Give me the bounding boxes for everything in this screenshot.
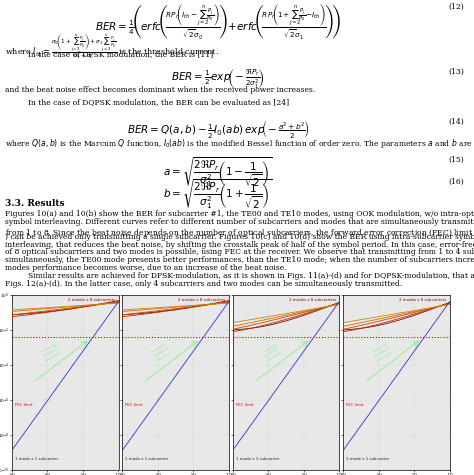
Text: where $Q(a,b)$ is the Marcum $Q$ function, $I_0(ab)$ is the modified Bessel func: where $Q(a,b)$ is the Marcum $Q$ functio… [5,137,474,150]
Text: 1 mode x 1 subcarrier: 1 mode x 1 subcarrier [236,457,279,462]
Text: 2 modes x 8 subcarriers: 2 modes x 8 subcarriers [289,298,336,302]
Text: In the case of DPSK modulation, the BER is [11]: In the case of DPSK modulation, the BER … [28,50,214,58]
Text: Increasing
number of
subcarriers: Increasing number of subcarriers [40,342,62,363]
Text: where $I_{th} = \frac{\sigma_0\!\left(1+\sum_{j=2}^{n}\frac{P_j}{P_0}\right)+\si: where $I_{th} = \frac{\sigma_0\!\left(1+… [5,31,219,61]
Text: 2 modes x 8 subcarriers: 2 modes x 8 subcarriers [68,298,115,302]
Text: interleaving, that reduces the beat noise, by shifting the crosstalk peak of hal: interleaving, that reduces the beat nois… [5,241,474,249]
Text: (15): (15) [448,156,464,164]
Text: 1 mode x 1 subcarrier: 1 mode x 1 subcarrier [15,457,58,462]
Text: (16): (16) [448,178,464,186]
Text: $a = \sqrt{\dfrac{2\Re P_r}{\sigma_1^2}\!\left(1-\dfrac{1}{\sqrt{2}}\right)}$: $a = \sqrt{\dfrac{2\Re P_r}{\sigma_1^2}\… [164,156,273,189]
Text: (13): (13) [448,67,464,76]
Text: Increasing
number of
subcarriers: Increasing number of subcarriers [150,342,173,363]
Text: $b = \sqrt{\dfrac{2\Re P_r}{\sigma_1^2}\!\left(1+\dfrac{1}{\sqrt{2}}\right)}$: $b = \sqrt{\dfrac{2\Re P_r}{\sigma_1^2}\… [163,178,273,211]
Text: 2 modes x 8 subcarriers: 2 modes x 8 subcarriers [179,298,226,302]
Text: 2 modes x 8 subcarriers: 2 modes x 8 subcarriers [400,298,447,302]
Text: simultaneously, the TE00 mode presents better performances, than the TE10 mode; : simultaneously, the TE00 mode presents b… [5,256,474,264]
Text: $BER = \frac{1}{2}exp\!\left(\!-\frac{\Re P_r}{2\sigma_1^2}\!\right)$: $BER = \frac{1}{2}exp\!\left(\!-\frac{\R… [171,67,265,91]
Text: symbol interleaving. Different curves refer to different number of subcarriers a: symbol interleaving. Different curves re… [5,218,474,226]
Text: $BER = Q(a,b) - \frac{1}{2}I_0(ab)\,exp\!\left(\!-\frac{a^2+b^2}{2}\!\right)$: $BER = Q(a,b) - \frac{1}{2}I_0(ab)\,exp\… [127,118,310,140]
Text: 1 mode x 1 subcarrier: 1 mode x 1 subcarrier [346,457,390,462]
Text: (14): (14) [448,118,464,126]
Text: FEC limit: FEC limit [346,403,364,408]
Text: In the case of DQPSK modulation, the BER can be evaluated as [24]: In the case of DQPSK modulation, the BER… [28,98,290,106]
Text: 3.3. Results: 3.3. Results [5,200,64,209]
Text: ) can be achieved only transmitting a single subcarrier. Figures 10(c) and 10(d): ) can be achieved only transmitting a si… [5,233,474,241]
Text: Increasing
number of
subcarriers: Increasing number of subcarriers [261,342,283,363]
Text: 1 mode x 1 subcarrier: 1 mode x 1 subcarrier [126,457,169,462]
Text: FEC limit: FEC limit [15,403,33,408]
Text: Similar results are achieved for DPSK-modulation, as it is shown in Figs. 11(a)-: Similar results are achieved for DPSK-mo… [28,272,474,280]
Text: from 1 to 8. Since the beat noise depends on the number of optical subcarriers, : from 1 to 8. Since the beat noise depend… [5,226,474,240]
Text: Figures 10(a) and 10(b) show the BER for subcarrier #1, the TE00 and TE10 modes,: Figures 10(a) and 10(b) show the BER for… [5,210,474,219]
Text: modes performance becomes worse, due to an increase of the beat noise.: modes performance becomes worse, due to … [5,264,286,272]
Text: (12): (12) [448,2,464,10]
Text: $BER = \frac{1}{4}\!\left(\!erfc\!\left(\!\frac{RP_r\!\left(I_{th}-\!\sum_{j=2}^: $BER = \frac{1}{4}\!\left(\!erfc\!\left(… [95,2,341,41]
Text: of 8 optical subcarriers and two modes is possible, using FEC at the receiver. W: of 8 optical subcarriers and two modes i… [5,248,474,256]
Text: and the beat noise effect becomes dominant when the received power increases.: and the beat noise effect becomes domina… [5,86,315,94]
Text: Figs. 12(a)-(d). In the latter case, only 4 subcarriers and two modes can be sim: Figs. 12(a)-(d). In the latter case, onl… [5,280,402,288]
Text: FEC limit: FEC limit [236,403,254,408]
Text: Increasing
number of
subcarriers: Increasing number of subcarriers [371,342,393,363]
Text: FEC limit: FEC limit [126,403,143,408]
